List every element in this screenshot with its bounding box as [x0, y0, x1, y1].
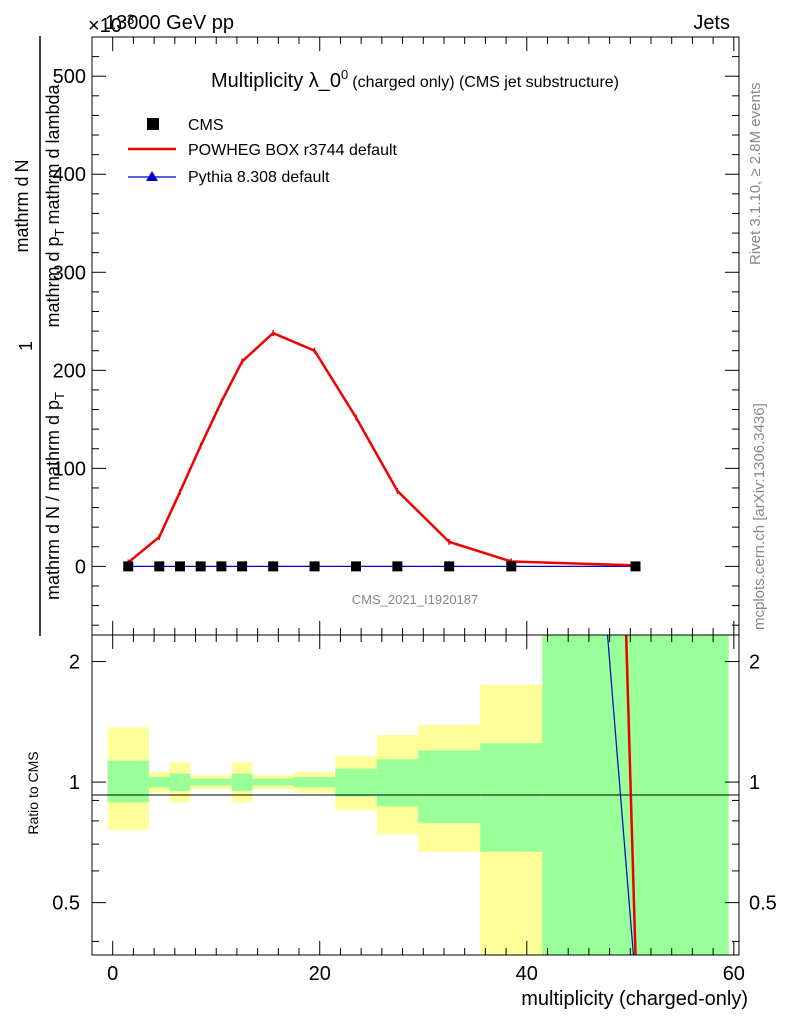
cms-point [392, 561, 403, 572]
ratio-band-inner [211, 778, 232, 786]
legend-pythia-label: Pythia 8.308 default [188, 169, 330, 186]
svg-text:mathrm d N / mathrm d pT: mathrm d N / mathrm d pT [43, 392, 67, 600]
cms-point [154, 561, 165, 572]
ratio-band-inner [418, 750, 481, 824]
ratio-band-inner [231, 773, 253, 792]
ratio-band-inner [335, 768, 377, 797]
cms-point [195, 561, 206, 572]
ratio-band-inner [107, 760, 149, 803]
ratio-panel: 0.5 0.51 12 20 20 40 60 Ratio to CMS multiplic… [25, 634, 777, 1010]
main-ytick-label-5: 500 [53, 66, 86, 88]
ratio-band-inner [480, 743, 543, 852]
main-ticks: 0 100 200 300 400 500 [53, 36, 739, 635]
ratio-band-inner [148, 776, 170, 788]
cms-point [237, 561, 248, 572]
ratio-xtick-label-3: 60 [723, 963, 745, 985]
main-series [123, 330, 641, 572]
x-axis-label: multiplicity (charged-only) [521, 988, 748, 1010]
mcplots-label: mcplots.cern.ch [arXiv:1306.3436] [751, 403, 768, 630]
ratio-ytick-label-right-1: 1 [749, 772, 760, 794]
header-left: 13000 GeV pp [105, 12, 234, 34]
legend-cms-marker [147, 118, 159, 130]
cms-point [268, 561, 279, 572]
main-ytick-label-0: 0 [75, 556, 86, 578]
legend: CMS POWHEG BOX r3744 default Pythia 8.30… [128, 117, 398, 186]
ratio-ytick-label-right-2: 2 [749, 652, 760, 674]
ratio-ticks: 0.5 0.51 12 20 20 40 60 [52, 635, 777, 985]
ratio-ytick-label-2: 2 [69, 652, 80, 674]
ratio-xtick-label-0: 0 [107, 963, 118, 985]
pythia-ratio-line [606, 634, 635, 956]
cms-point [630, 561, 641, 572]
ratio-band-inner [376, 759, 419, 807]
main-title: Multiplicity λ_00 (charged only) (CMS jet… [211, 67, 619, 92]
header-right: Jets [693, 12, 730, 34]
analysis-watermark: CMS_2021_I1920187 [352, 592, 479, 607]
ratio-y-label: Ratio to CMS [25, 751, 41, 834]
ratio-xtick-label-1: 20 [309, 963, 331, 985]
svg-text:mathrm d pTmathrm d lambda: mathrm d pTmathrm d lambda [43, 83, 67, 327]
cms-point [444, 561, 455, 572]
ratio-bands [107, 635, 729, 955]
cms-point [174, 561, 185, 572]
cms-point [123, 561, 134, 572]
ratio-frame [91, 634, 740, 956]
ratio-ytick-label-0: 0.5 [52, 893, 80, 915]
ratio-ytick-label-right-0: 0.5 [749, 893, 777, 915]
main-y-label: 1 mathrm d N / mathrm d pT mathrm dN mat… [12, 36, 67, 636]
main-panel: 0 100 200 300 400 500 Multiplicity λ_00 (charg… [12, 36, 740, 636]
svg-text:mathrm dN: mathrm dN [12, 159, 32, 252]
powheg-line [127, 331, 636, 567]
main-ytick-label-3: 300 [53, 262, 86, 284]
ratio-xtick-label-2: 40 [516, 963, 538, 985]
ratio-series [606, 634, 637, 956]
ratio-band-inner [252, 778, 294, 786]
legend-powheg-label: POWHEG BOX r3744 default [188, 142, 398, 159]
y-exponent: ×10-3 [88, 11, 135, 37]
main-ytick-label-4: 400 [53, 164, 86, 186]
legend-cms-label: CMS [188, 117, 224, 134]
ratio-band-inner [293, 776, 336, 788]
cms-point [216, 561, 227, 572]
svg-text:1: 1 [16, 341, 36, 351]
cms-point [309, 561, 320, 572]
ratio-ytick-label-1: 1 [69, 772, 80, 794]
ratio-band-inner [169, 773, 191, 792]
legend-pythia-marker [146, 171, 158, 181]
cms-point [350, 561, 361, 572]
main-ytick-label-1: 100 [53, 458, 86, 480]
rivet-label: Rivet 3.1.10, ≥ 2.8M events [747, 83, 764, 266]
cms-point [506, 561, 517, 572]
powheg-ratio-line [624, 634, 637, 956]
ratio-band-inner [190, 778, 212, 786]
main-ytick-label-2: 200 [53, 360, 86, 382]
